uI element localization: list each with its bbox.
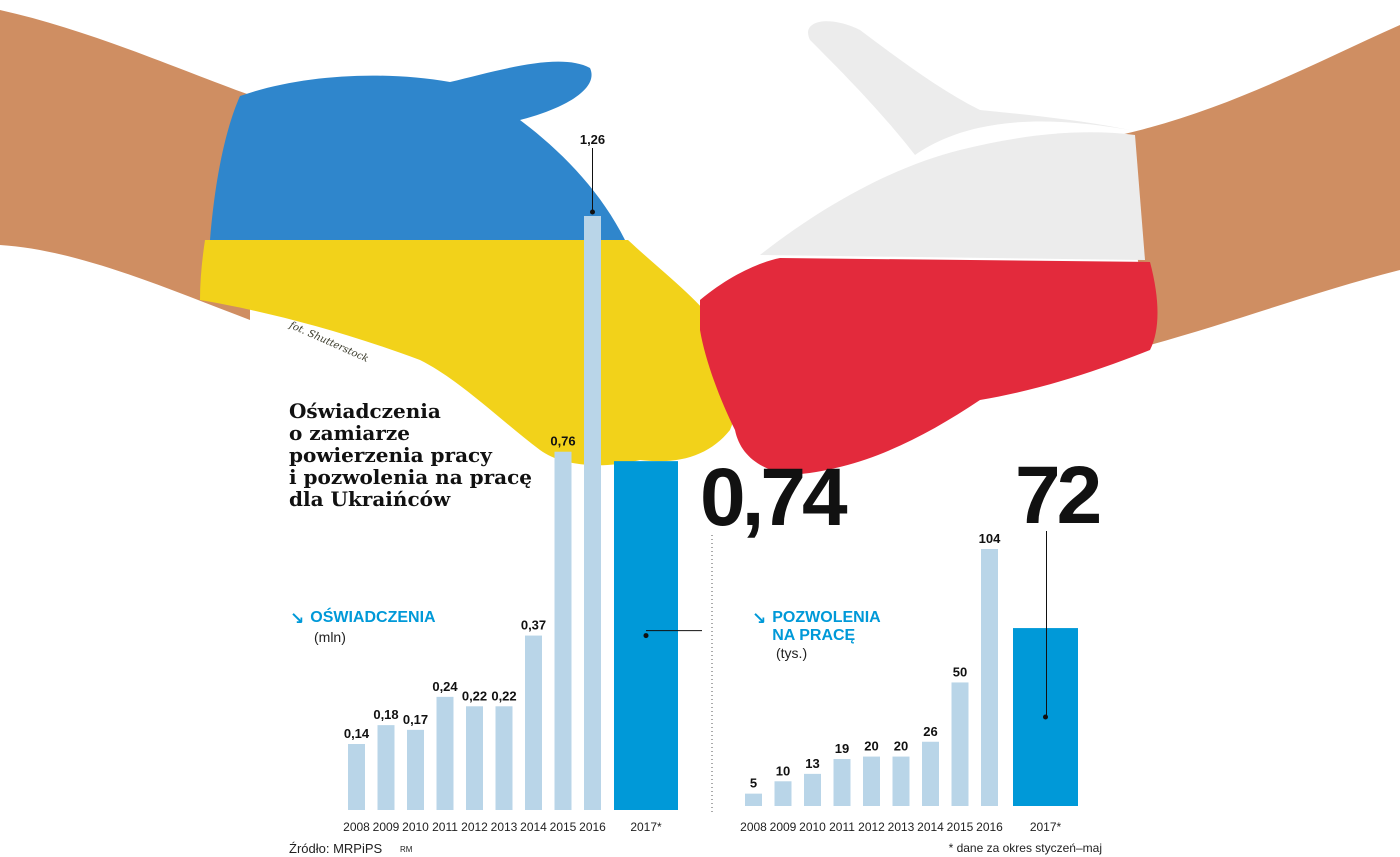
category-label: 2012 [461,820,488,834]
left-hand-blue [210,61,625,241]
bar-2015 [951,682,969,806]
category-label: 2017* [1030,820,1062,834]
bar-2009 [774,781,792,806]
category-label: 2016 [976,820,1003,834]
bar-2013 [495,706,513,810]
value-label: 0,14 [344,726,370,741]
series-unit: (tys.) [776,645,808,661]
handshake-illustration [0,10,1400,475]
value-label: 104 [979,531,1001,546]
category-label: 2017* [630,820,662,834]
value-label: 0,18 [373,707,398,722]
footnote: * dane za okres styczeń–maj [948,841,1102,855]
category-label: 2015 [550,820,577,834]
category-label: 2016 [579,820,606,834]
value-label: 20 [864,739,878,754]
category-label: 2008 [740,820,767,834]
right-hand-white-body [760,132,1145,260]
bar-2014 [525,635,542,810]
legend-pozwolenia: ↘ POZWOLENIA NA PRACĘ (tys.) [752,609,881,661]
value-label: 20 [894,739,908,754]
bar-2012 [863,756,880,806]
bar-2015 [554,451,572,810]
bar-2011 [436,696,454,810]
highlight-value-label: 72 [1015,450,1100,541]
value-label: 0,17 [403,712,428,727]
bar-2009 [377,725,395,810]
arrow-down-right-icon: ↘ [290,609,305,628]
bar-2016 [981,549,998,806]
bar-2008 [348,744,365,810]
category-label: 2014 [917,820,944,834]
bar-2011 [833,759,851,806]
category-label: 2010 [799,820,826,834]
source-note: Źródło: MRPiPS [289,841,383,856]
value-label: 5 [750,776,757,791]
author-initials: RM [400,845,413,854]
bar-2013 [892,756,910,806]
category-label: 2011 [829,820,855,834]
value-label: 26 [923,724,937,739]
value-label: 0,22 [491,688,516,703]
category-label: 2014 [520,820,547,834]
category-label: 2009 [770,820,797,834]
category-label: 2013 [888,820,915,834]
series-unit: (mln) [314,629,346,645]
category-label: 2010 [402,820,429,834]
category-label: 2013 [491,820,518,834]
value-label: 0,37 [521,618,546,633]
bar-2010 [804,773,821,806]
leader-dot [643,633,649,639]
legend-oswiadczenia: ↘ OŚWIADCZENIA (mln) [290,609,436,645]
left-hand-yellow [200,240,739,466]
category-label: 2008 [343,820,370,834]
right-hand-red [700,258,1158,475]
bar-2016 [584,216,601,810]
series-name: OŚWIADCZENIA [310,609,436,626]
chart-oswiadczenia: 2008 0,14 2009 0,18 2010 0,17 2011 0,24 2012 0,22… [343,132,852,834]
series-name: POZWOLENIA NA PRACĘ [772,609,881,644]
bar-2010 [407,729,424,810]
category-label: 2011 [432,820,458,834]
value-label: 13 [805,756,819,771]
value-label: 50 [953,664,967,679]
chart-pozwolenia: 2008520091020101320111920122020132020142… [740,450,1103,834]
bar-2012 [466,706,483,810]
arrow-down-right-icon: ↘ [752,609,767,628]
leader-dot [1043,714,1048,720]
right-arm [1120,25,1400,345]
chart-title: Oświadczenia o zamiarze powierzenia prac… [289,399,533,511]
value-label: 10 [776,763,790,778]
bar-2008 [745,793,762,806]
category-label: 2009 [373,820,400,834]
category-label: 2015 [947,820,974,834]
value-label: 1,26 [580,132,605,147]
value-label: 19 [835,741,849,756]
leader-dot [590,209,595,215]
category-label: 2012 [858,820,885,834]
value-label: 0,24 [432,679,458,694]
left-arm [0,10,250,320]
right-hand-white [808,21,1130,155]
bar-2014 [922,741,939,806]
highlight-value-label: 0,74 [700,452,848,543]
value-label: 0,22 [462,688,487,703]
value-label: 0,76 [550,434,575,449]
